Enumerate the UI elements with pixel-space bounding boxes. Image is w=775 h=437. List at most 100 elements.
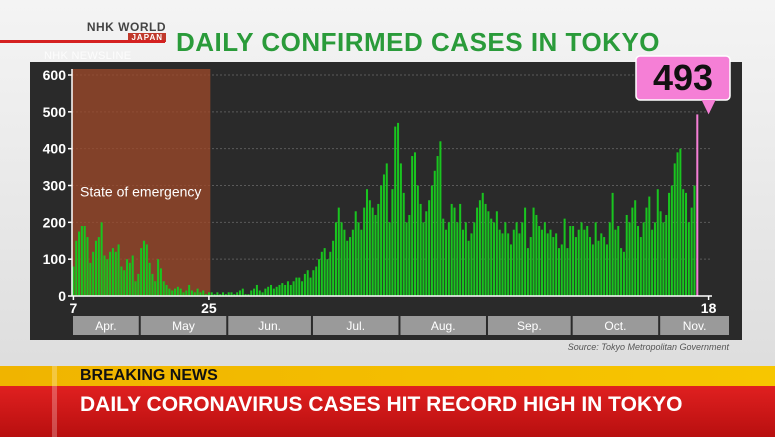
bar	[560, 244, 563, 296]
y-tick-label: 300	[43, 178, 67, 194]
month-cell	[400, 316, 486, 335]
bar	[659, 211, 662, 296]
bar	[346, 240, 349, 296]
bar	[176, 286, 179, 296]
bar	[405, 222, 408, 296]
bar	[72, 266, 75, 296]
bar	[318, 259, 321, 296]
bar	[210, 292, 213, 296]
bar	[117, 244, 120, 296]
bar	[569, 226, 572, 296]
bar	[555, 233, 558, 296]
bar	[145, 244, 148, 296]
bar	[605, 244, 608, 296]
bar	[131, 255, 134, 296]
bar	[501, 233, 504, 296]
bar	[631, 207, 634, 296]
x-tick-label: 18	[701, 300, 717, 316]
bar	[320, 251, 323, 296]
bar	[411, 156, 414, 296]
bar	[529, 237, 532, 296]
bar	[552, 237, 555, 296]
month-label: Apr.	[95, 319, 116, 333]
bar	[504, 222, 507, 296]
chart-title: DAILY CONFIRMED CASES IN TOKYO	[176, 27, 661, 57]
month-cell	[73, 316, 139, 335]
bar	[478, 200, 481, 296]
bar	[597, 240, 600, 296]
bar	[614, 229, 617, 296]
bar	[532, 207, 535, 296]
state-of-emergency-label: State of emergency	[80, 184, 201, 200]
bar	[340, 222, 343, 296]
y-tick-label: 200	[43, 214, 67, 230]
bar	[190, 290, 193, 296]
bar	[97, 237, 100, 296]
bar	[363, 207, 366, 296]
bar	[617, 226, 620, 296]
bar	[436, 156, 439, 296]
bars	[72, 114, 699, 296]
bar	[284, 284, 287, 296]
bar	[306, 270, 309, 296]
bar	[267, 286, 270, 296]
bar	[238, 290, 241, 296]
title-accent-line	[0, 40, 165, 43]
bar	[162, 281, 165, 296]
bar	[380, 185, 383, 296]
ticker-accent	[52, 366, 57, 437]
bar	[662, 222, 665, 296]
bar	[425, 211, 428, 296]
bar	[159, 268, 162, 296]
bar	[315, 266, 318, 296]
logo-nhk-text: NHK WORLD	[86, 20, 166, 34]
bar	[456, 222, 459, 296]
bar	[594, 222, 597, 296]
month-axis: Apr. May Jun. Jul. Aug. Sep. Oct. Nov.	[73, 316, 729, 335]
bar	[521, 222, 524, 296]
bar	[137, 273, 140, 296]
bar	[679, 148, 682, 296]
bar	[270, 284, 273, 296]
bar	[416, 185, 419, 296]
bar	[574, 237, 577, 296]
bar	[690, 207, 693, 296]
bar	[368, 200, 371, 296]
bar	[199, 292, 202, 296]
bar	[258, 290, 261, 296]
bar	[126, 259, 129, 296]
bar	[94, 240, 98, 296]
bar	[205, 294, 208, 296]
bar	[394, 126, 397, 296]
bar	[377, 203, 380, 296]
bar	[309, 277, 312, 296]
bar	[388, 222, 391, 296]
bar	[464, 222, 467, 296]
axes: 0 100 200 300 400 500 600 7 25 18	[43, 67, 717, 316]
bar	[351, 229, 354, 296]
bar	[696, 114, 699, 296]
month-cell	[572, 316, 659, 335]
bar	[433, 170, 436, 296]
bar	[213, 294, 216, 296]
bar	[687, 222, 690, 296]
bar	[684, 192, 688, 296]
bar	[312, 270, 315, 296]
bar	[586, 226, 589, 296]
bar	[670, 185, 673, 296]
callout-value: 493	[653, 57, 713, 98]
bar	[430, 185, 433, 296]
bar	[535, 214, 538, 296]
bar	[589, 237, 592, 296]
bar	[278, 284, 281, 296]
bar	[515, 222, 518, 296]
month-label: Oct.	[604, 319, 626, 333]
bar	[230, 292, 233, 296]
bar	[459, 203, 462, 296]
bar	[591, 244, 594, 296]
bar	[603, 237, 606, 296]
bar	[207, 292, 210, 296]
bar	[512, 229, 515, 296]
bar	[557, 248, 560, 296]
